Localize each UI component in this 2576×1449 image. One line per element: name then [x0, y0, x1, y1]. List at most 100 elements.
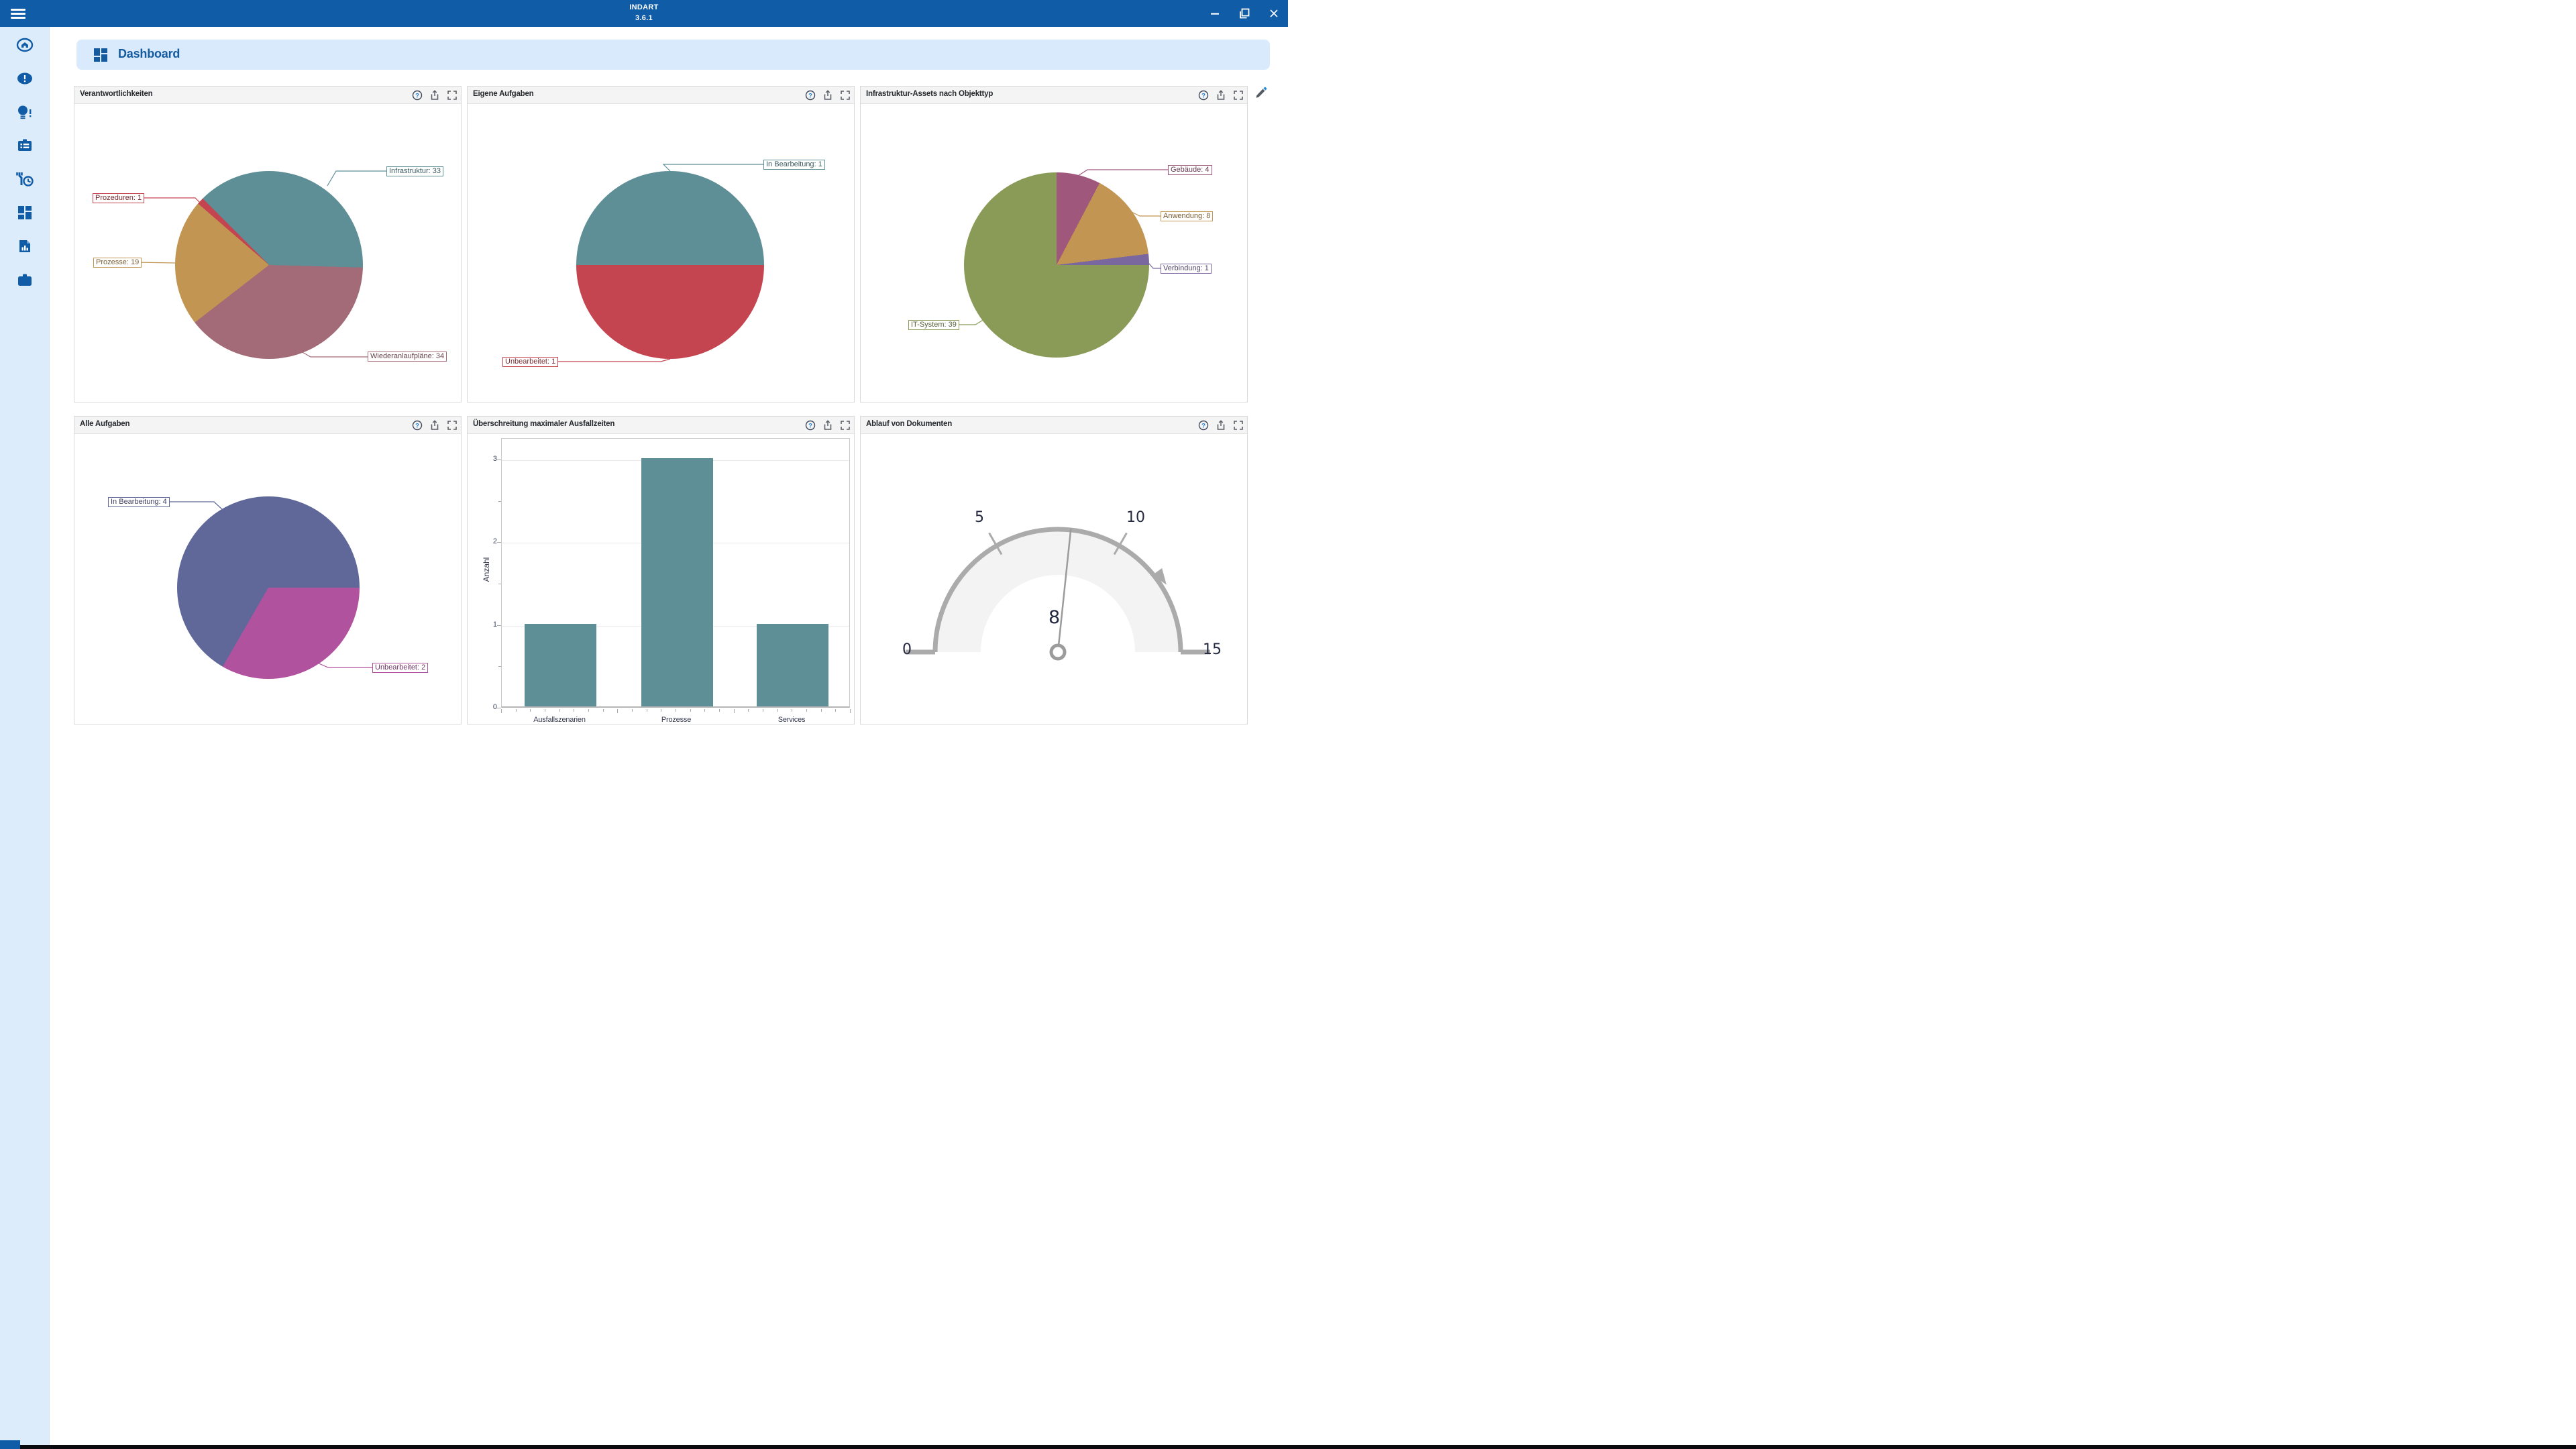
panel-header: Eigene Aufgaben ?	[468, 87, 854, 104]
export-icon	[824, 90, 832, 100]
alert-icon	[17, 72, 32, 85]
sidebar-item-ideas[interactable]	[0, 97, 50, 127]
axis-tick	[777, 709, 778, 712]
restore-button[interactable]	[1236, 5, 1253, 22]
axis-tick	[515, 709, 517, 712]
sidebar-item-organization[interactable]	[0, 264, 50, 295]
axis-tick	[690, 709, 691, 712]
sidebar-item-reports[interactable]	[0, 231, 50, 262]
panel-title: Ablauf von Dokumenten	[866, 420, 953, 428]
panel-export-button[interactable]	[1215, 419, 1227, 431]
axis-tick	[748, 709, 749, 712]
panel-maximize-button[interactable]	[839, 89, 851, 101]
y-tick-0: 0	[492, 703, 497, 711]
maximize-icon	[1234, 421, 1243, 430]
panel-ueberschreitung-ausfallzeiten: Überschreitung maximaler Ausfallzeiten ?…	[467, 416, 855, 724]
panel-export-button[interactable]	[822, 89, 834, 101]
restore-icon	[1240, 8, 1250, 19]
pie-infrastruktur-assets[interactable]	[964, 172, 1149, 358]
y-tick-3: 3	[492, 455, 497, 463]
axis-tick	[733, 709, 735, 713]
panel-help-button[interactable]: ?	[1197, 89, 1210, 101]
panel-maximize-button[interactable]	[446, 419, 458, 431]
x-category-prozesse: Prozesse	[661, 716, 692, 724]
sidebar-item-home[interactable]	[0, 30, 50, 60]
gauge-tick-10	[1113, 532, 1128, 555]
panel-help-button[interactable]: ?	[804, 89, 816, 101]
panel-maximize-button[interactable]	[1232, 419, 1244, 431]
gauge-min-label: 0	[902, 641, 912, 658]
gauge-tick-5	[988, 532, 1003, 555]
navigation-sidebar	[0, 27, 50, 1449]
panel-help-button[interactable]: ?	[804, 419, 816, 431]
axis-tick	[559, 709, 560, 712]
bar-plot-area	[501, 438, 850, 708]
panel-help-button[interactable]: ?	[1197, 419, 1210, 431]
pie-eigene-aufgaben[interactable]	[576, 171, 764, 359]
gauge-max-label: 15	[1203, 641, 1222, 658]
panel-title: Infrastruktur-Assets nach Objekttyp	[866, 90, 994, 98]
export-icon	[1217, 420, 1225, 430]
minimize-button[interactable]	[1206, 5, 1224, 22]
panel-export-button[interactable]	[822, 419, 834, 431]
axis-tick	[704, 709, 706, 712]
axis-tick	[501, 709, 502, 713]
panel-header: Infrastruktur-Assets nach Objekttyp ?	[861, 87, 1247, 104]
gauge-chart-dokumente: 0 15 5 10 8	[861, 434, 1247, 724]
y-tick-1: 1	[492, 620, 497, 629]
pie-alle-aufgaben[interactable]	[177, 496, 360, 679]
panel-maximize-button[interactable]	[839, 419, 851, 431]
bar-ausfallszenarien[interactable]	[524, 624, 596, 706]
panel-export-button[interactable]	[429, 89, 441, 101]
briefcase-icon	[18, 274, 32, 286]
maximize-icon	[1234, 91, 1243, 100]
panel-alle-aufgaben: Alle Aufgaben ? In Bearbeitung: 4 Unbear…	[74, 416, 462, 724]
maximize-icon	[447, 91, 457, 100]
sidebar-item-dashboards[interactable]	[0, 197, 50, 228]
bar-chart-ausfallzeiten: Anzahl 0 1 2 3 Ausfallszenarien Prozesse…	[468, 434, 854, 724]
minimize-icon	[1211, 13, 1219, 15]
sidebar-item-alerts[interactable]	[0, 63, 50, 94]
pie-verantwortlichkeiten[interactable]	[175, 171, 363, 359]
bar-prozesse[interactable]	[641, 458, 713, 706]
gauge-tick-label-5: 5	[975, 509, 984, 526]
axis-tick	[820, 709, 822, 712]
dashboard-icon	[94, 48, 107, 62]
panel-export-button[interactable]	[429, 419, 441, 431]
pie-label-anwendung: Anwendung: 8	[1161, 211, 1214, 221]
panel-verantwortlichkeiten: Verantwortlichkeiten ? Infrastruktur: 33…	[74, 86, 462, 402]
export-icon	[824, 420, 832, 430]
panel-header: Überschreitung maximaler Ausfallzeiten ?	[468, 417, 854, 434]
sidebar-item-maintenance[interactable]	[0, 164, 50, 195]
pencil-icon	[1256, 87, 1267, 98]
panel-help-button[interactable]: ?	[411, 419, 423, 431]
panel-export-button[interactable]	[1215, 89, 1227, 101]
close-icon	[1270, 9, 1278, 17]
gauge-value: 8	[1049, 607, 1061, 628]
pie-label-in-bearbeitung: In Bearbeitung: 1	[763, 160, 825, 170]
app-version: 3.6.1	[635, 14, 653, 22]
edit-dashboard-button[interactable]	[1253, 86, 1268, 101]
menu-hamburger-icon[interactable]	[11, 7, 27, 20]
sidebar-item-tasks[interactable]	[0, 130, 50, 161]
pie-label-unbearbeitet: Unbearbeitet: 2	[372, 663, 429, 673]
sidebar-footer-accent	[0, 1440, 20, 1449]
maximize-icon	[841, 91, 850, 100]
panel-help-button[interactable]: ?	[411, 89, 423, 101]
bar-services[interactable]	[756, 624, 828, 706]
pie-label-prozesse: Prozesse: 19	[93, 258, 142, 268]
panel-maximize-button[interactable]	[446, 89, 458, 101]
panel-maximize-button[interactable]	[1232, 89, 1244, 101]
pie-label-verbindung: Verbindung: 1	[1161, 264, 1212, 274]
axis-tick	[617, 709, 619, 713]
export-icon	[1217, 90, 1225, 100]
gauge-pivot	[1049, 643, 1067, 661]
axis-tick	[497, 542, 501, 543]
taskbar-edge	[20, 1445, 2576, 1449]
pie-label-infrastruktur: Infrastruktur: 33	[386, 166, 444, 176]
gauge	[906, 527, 1210, 661]
dashboard-grid-icon	[18, 206, 32, 219]
app-name: INDART	[629, 3, 659, 11]
page-header-banner: Dashboard	[76, 40, 1270, 70]
close-button[interactable]	[1265, 5, 1283, 22]
